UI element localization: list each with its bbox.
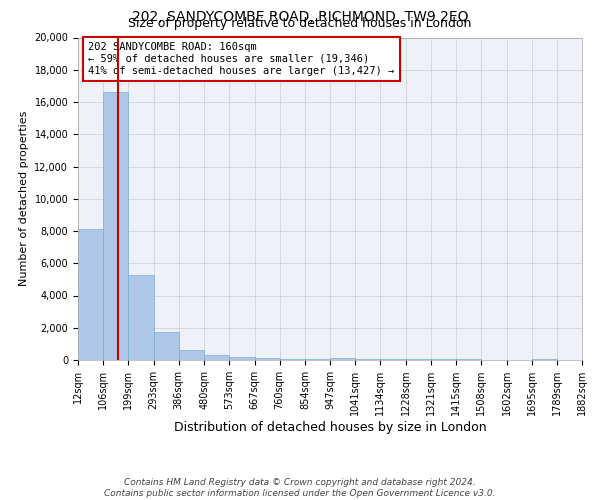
Text: 202, SANDYCOMBE ROAD, RICHMOND, TW9 2EQ: 202, SANDYCOMBE ROAD, RICHMOND, TW9 2EQ <box>132 10 468 24</box>
Text: Size of property relative to detached houses in London: Size of property relative to detached ho… <box>128 18 472 30</box>
Bar <box>154 332 179 360</box>
Bar <box>406 359 431 360</box>
Text: 202 SANDYCOMBE ROAD: 160sqm
← 59% of detached houses are smaller (19,346)
41% of: 202 SANDYCOMBE ROAD: 160sqm ← 59% of det… <box>88 42 394 76</box>
Bar <box>179 350 204 360</box>
Bar <box>204 355 229 360</box>
Bar <box>355 358 380 360</box>
Bar <box>103 92 128 360</box>
Bar <box>380 359 406 360</box>
Bar <box>78 230 103 360</box>
Bar <box>330 358 355 360</box>
Text: Contains HM Land Registry data © Crown copyright and database right 2024.
Contai: Contains HM Land Registry data © Crown c… <box>104 478 496 498</box>
Y-axis label: Number of detached properties: Number of detached properties <box>19 111 29 286</box>
Bar <box>229 357 254 360</box>
Bar <box>280 359 305 360</box>
Bar <box>254 358 280 360</box>
X-axis label: Distribution of detached houses by size in London: Distribution of detached houses by size … <box>173 421 487 434</box>
Bar <box>128 274 154 360</box>
Bar <box>305 359 330 360</box>
